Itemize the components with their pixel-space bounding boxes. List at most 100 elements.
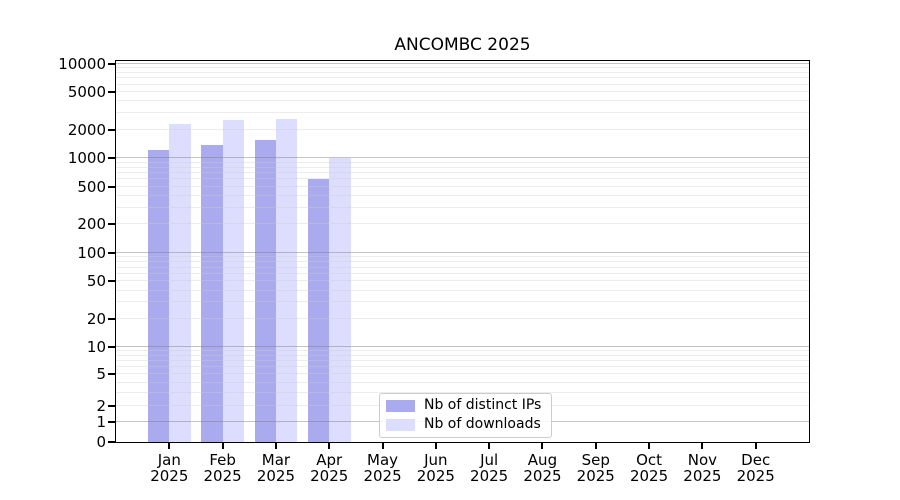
- y-tick-0: [108, 441, 115, 443]
- y-ticks-layer: 0 1 2 5 10 20 50 100 200 500 1000 2000 5000 10000: [58, 56, 809, 450]
- y-tick-label-0: 0: [96, 433, 106, 451]
- x-tick-jun: [434, 443, 437, 449]
- legend-swatch-ips: [386, 399, 415, 412]
- gridline-9000: [116, 67, 809, 69]
- y-tick-label-2: 2: [96, 396, 106, 415]
- gridline-200: [116, 223, 809, 225]
- gridline-500: [116, 185, 809, 187]
- gridline-7000: [116, 77, 809, 79]
- x-tick-label-jul: Jul 2025: [470, 451, 509, 485]
- y-tick-100: [108, 251, 115, 254]
- y-tick-1: [108, 421, 115, 424]
- bars-layer: [116, 61, 809, 442]
- x-tick-label-jan: Jan 2025: [150, 451, 189, 485]
- y-tick-20: [108, 317, 115, 320]
- y-tick-10000: [108, 62, 115, 65]
- chart-title: ANCOMBC 2025: [394, 35, 531, 55]
- y-tick-label-5: 5: [96, 365, 106, 384]
- bar-ips-apr: [307, 178, 330, 442]
- plot-area: 0 1 2 5 10 20 50 100 200 500 1000 2000 5000 10000 Jan…: [58, 56, 810, 484]
- legend: Nb of distinct IPs Nb of downloads: [379, 393, 553, 438]
- y-tick-label-50: 50: [86, 272, 106, 291]
- gridline-3: [116, 391, 809, 393]
- bar-downloads-apr: [329, 158, 351, 442]
- y-tick-5: [108, 373, 115, 376]
- gridline-9: [116, 350, 809, 352]
- gridline-7: [116, 360, 809, 362]
- gridline-30: [116, 301, 809, 303]
- y-tick-label-1: 1: [96, 413, 106, 432]
- x-tick-nov: [701, 443, 704, 449]
- gridline-4000: [116, 100, 809, 102]
- gridline-6000: [116, 83, 809, 85]
- x-tick-feb: [221, 443, 224, 449]
- bar-ips-feb: [201, 145, 223, 442]
- y-tick-label-20: 20: [86, 309, 106, 328]
- gridline-5000: [116, 91, 809, 93]
- gridline-40: [116, 289, 809, 291]
- legend-item-distinct-ips: Nb of distinct IPs: [386, 398, 541, 413]
- x-tick-jan: [168, 443, 171, 449]
- x-tick-label-dec: Dec 2025: [736, 451, 775, 485]
- gridline-300: [116, 206, 809, 208]
- x-tick-label-feb: Feb 2025: [203, 451, 242, 485]
- gridline-90: [116, 256, 809, 258]
- x-tick-sep: [594, 443, 597, 449]
- x-tick-label-may: May 2025: [363, 451, 402, 485]
- gridline-10: [116, 346, 809, 348]
- gridline-5: [116, 373, 809, 375]
- x-tick-label-mar: Mar 2025: [256, 451, 296, 485]
- y-tick-5000: [108, 91, 115, 94]
- gridline-1000: [116, 157, 809, 159]
- gridline-6: [116, 366, 809, 368]
- x-tick-may: [381, 443, 384, 449]
- gridline-60: [116, 272, 809, 274]
- y-tick-label-10: 10: [86, 338, 106, 357]
- gridline-600: [116, 178, 809, 180]
- bar-downloads-mar: [275, 118, 298, 442]
- gridline-400: [116, 194, 809, 196]
- x-tick-label-sep: Sep 2025: [576, 451, 615, 485]
- bar-ips-mar: [254, 139, 276, 442]
- x-tick-apr: [328, 443, 331, 449]
- y-tick-label-5000: 5000: [67, 83, 106, 102]
- y-tick-200: [108, 223, 115, 226]
- gridline-900: [116, 161, 809, 163]
- gridline-20: [116, 317, 809, 319]
- legend-item-downloads: Nb of downloads: [386, 417, 541, 432]
- bar-downloads-feb: [222, 119, 244, 442]
- y-tick-label-200: 200: [77, 215, 106, 234]
- y-tick-label-1000: 1000: [67, 149, 106, 168]
- x-tick-dec: [754, 443, 757, 449]
- gridline-80: [116, 261, 809, 263]
- gridline-8000: [116, 71, 809, 73]
- legend-label-downloads: Nb of downloads: [424, 416, 541, 432]
- x-tick-oct: [648, 443, 651, 449]
- x-ticks-layer: Jan 2025 Feb 2025 Mar 2025 Apr 2025 May 2025 Jun 20…: [116, 61, 809, 484]
- bar-downloads-jan: [169, 123, 191, 442]
- gridline-100: [116, 251, 809, 253]
- gridline-70: [116, 266, 809, 268]
- gridline-800: [116, 166, 809, 168]
- x-tick-aug: [541, 443, 544, 449]
- gridline-700: [116, 171, 809, 173]
- gridline-3000: [116, 112, 809, 114]
- legend-swatch-downloads: [386, 418, 415, 431]
- y-tick-label-500: 500: [77, 177, 106, 196]
- y-tick-500: [108, 185, 115, 188]
- y-tick-2000: [108, 128, 115, 131]
- x-tick-label-aug: Aug 2025: [523, 451, 562, 485]
- x-tick-label-oct: Oct 2025: [629, 451, 669, 485]
- x-tick-label-apr: Apr 2025: [310, 451, 349, 485]
- gridline-10000: [116, 62, 809, 64]
- y-tick-label-2000: 2000: [67, 120, 106, 139]
- x-tick-label-nov: Nov 2025: [683, 451, 722, 485]
- gridline-4: [116, 381, 809, 383]
- x-tick-jul: [488, 443, 491, 449]
- bar-ips-jan: [147, 150, 170, 442]
- y-tick-label-10000: 10000: [58, 54, 106, 73]
- x-tick-label-jun: Jun 2025: [416, 451, 455, 485]
- y-tick-1000: [108, 157, 115, 160]
- x-tick-mar: [274, 443, 277, 449]
